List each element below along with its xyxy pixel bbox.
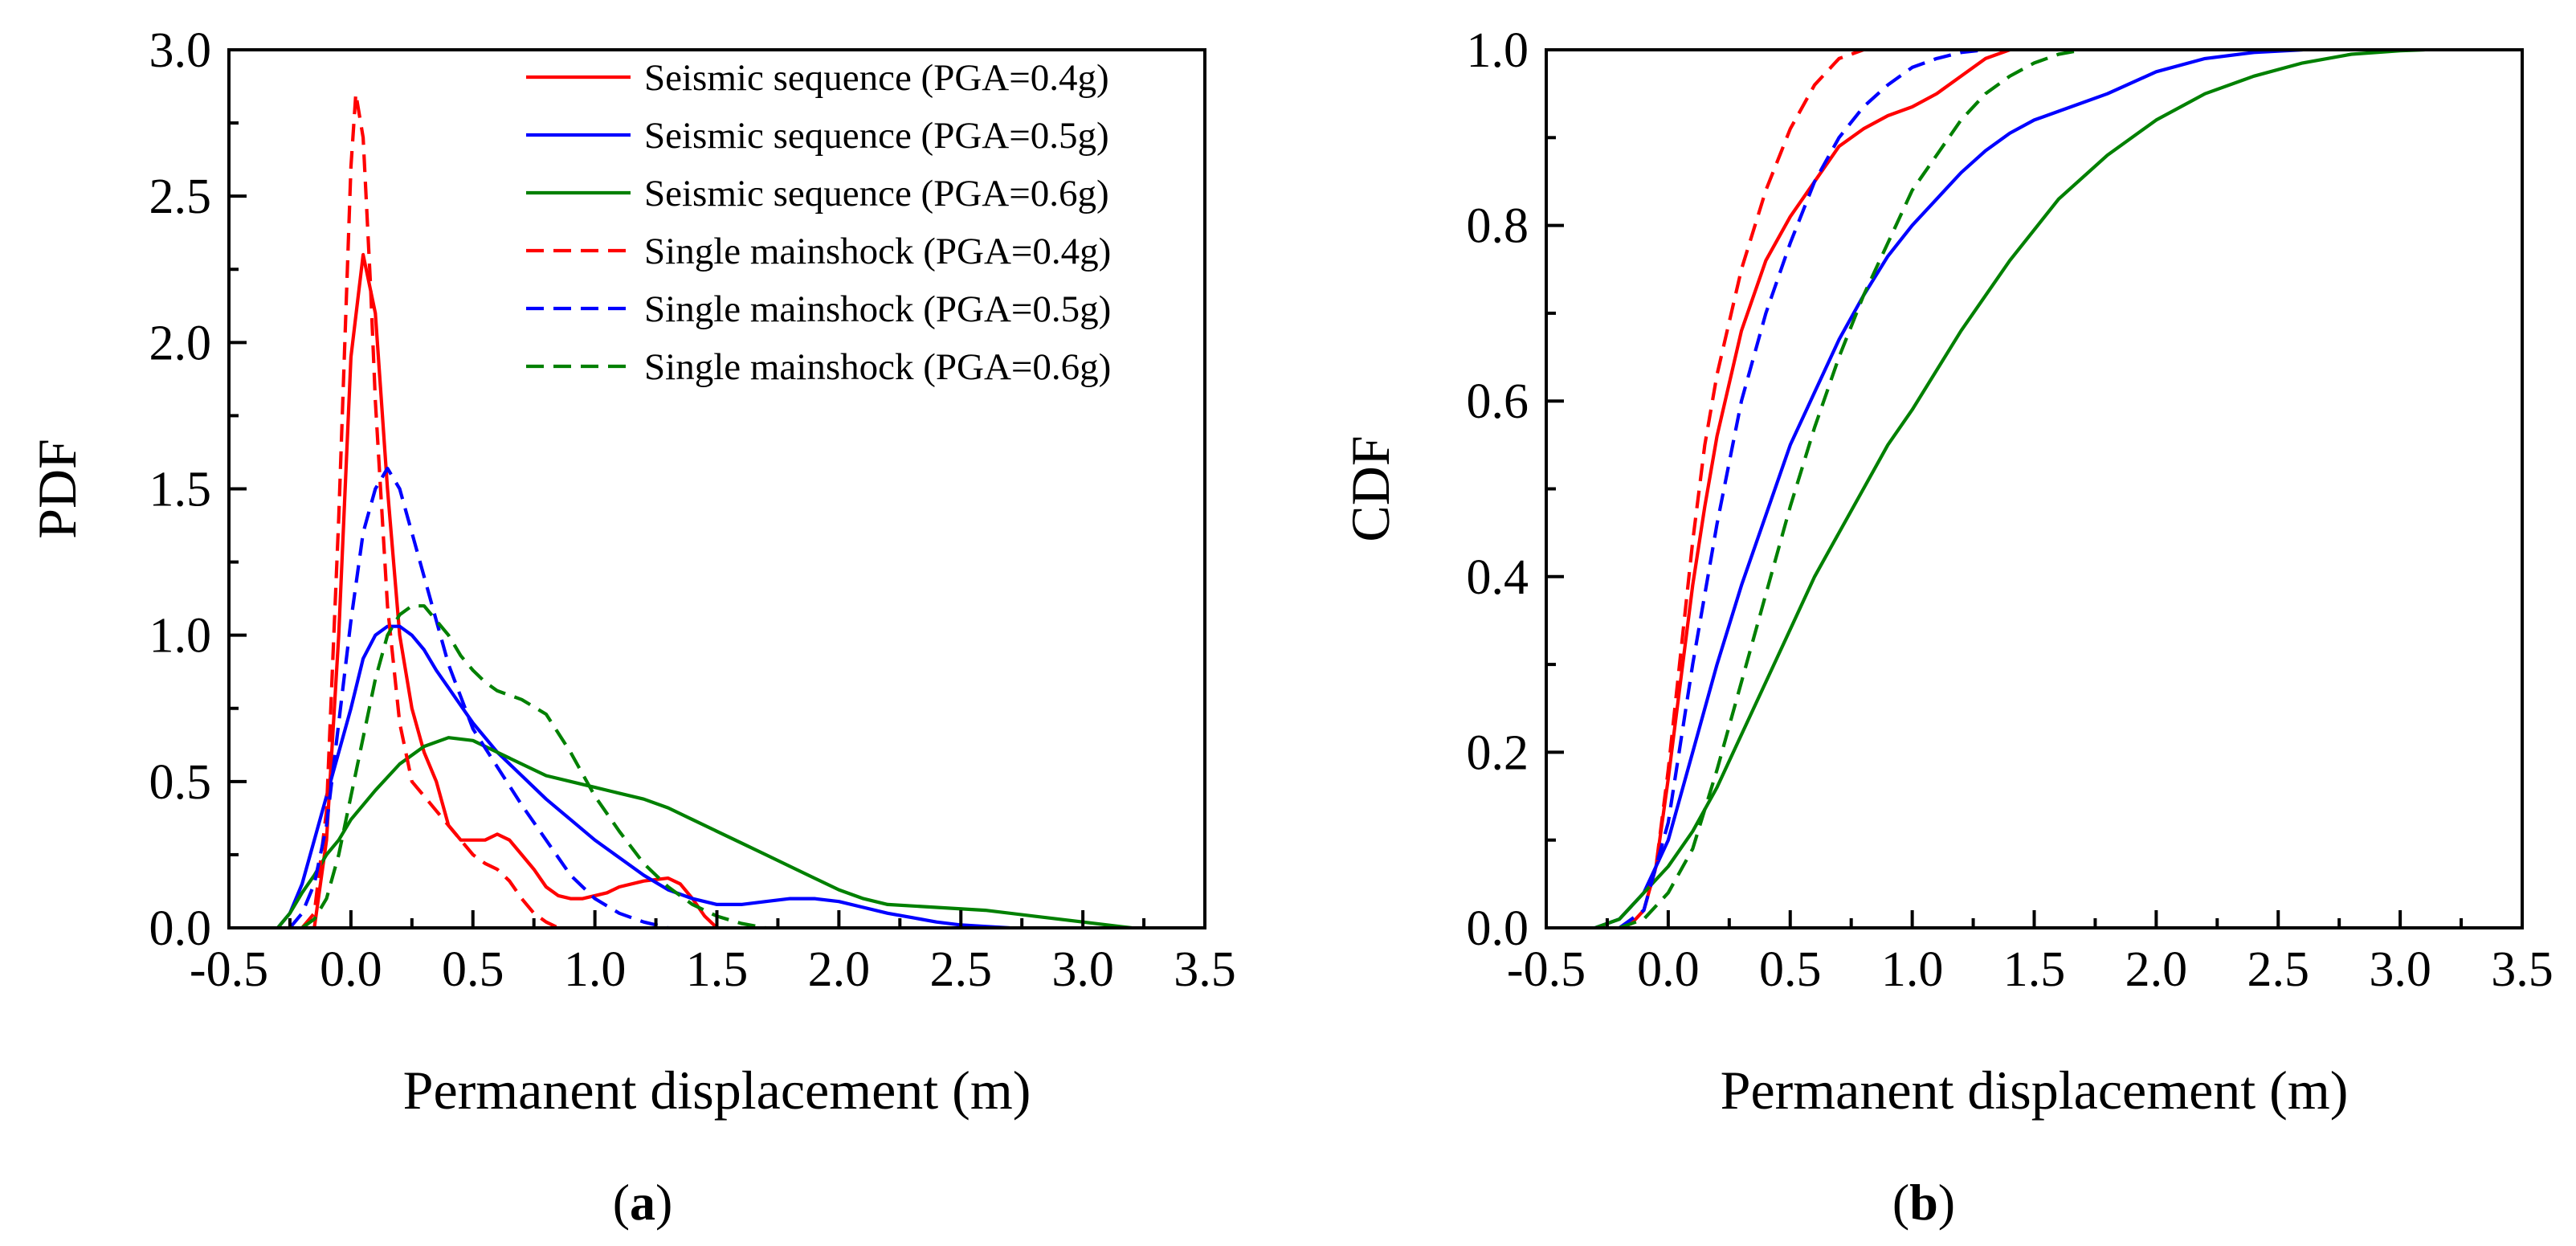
series-line-a-0	[302, 252, 718, 928]
x-tick-label: 1.0	[564, 942, 627, 997]
y-tick-label: 0.0	[1467, 901, 1529, 956]
y-axis-title: PDF	[27, 439, 88, 539]
y-tick-label: 0.4	[1467, 550, 1529, 605]
x-tick-label: 3.5	[1174, 942, 1236, 997]
x-tick-label: 2.0	[2125, 942, 2188, 997]
y-tick-label: 2.5	[149, 170, 212, 224]
series-line-b-1	[1594, 50, 2303, 928]
x-tick-label: 2.0	[808, 942, 871, 997]
y-tick-label: 3.0	[149, 23, 212, 78]
series-line-a-2	[276, 736, 1133, 928]
x-tick-label: -0.5	[1507, 942, 1586, 997]
y-tick-label: 1.0	[149, 609, 212, 664]
series-line-b-0	[1619, 50, 2011, 928]
legend-label: Seismic sequence (PGA=0.4g)	[644, 57, 1109, 99]
series-line-b-2	[1594, 50, 2425, 928]
x-axis-title: Permanent displacement (m)	[1721, 1060, 2349, 1121]
legend-label: Seismic sequence (PGA=0.5g)	[644, 115, 1109, 157]
y-tick-label: 0.2	[1467, 725, 1529, 780]
y-tick-label: 1.5	[149, 463, 212, 517]
x-tick-label: -0.5	[190, 942, 268, 997]
x-tick-label: 2.5	[930, 942, 993, 997]
legend: Seismic sequence (PGA=0.4g) Seismic seque…	[526, 57, 1111, 388]
x-tick-label: 3.5	[2491, 942, 2554, 997]
x-tick-label: 2.5	[2247, 942, 2310, 997]
series-group	[276, 92, 1133, 928]
x-tick-label: 3.0	[1051, 942, 1114, 997]
x-tick-label: 0.5	[1759, 942, 1822, 997]
x-tick-label: 1.5	[686, 942, 749, 997]
x-tick-label: 0.0	[320, 942, 382, 997]
plot-frame	[1545, 48, 2524, 929]
legend-label: Single mainshock (PGA=0.4g)	[644, 231, 1111, 272]
panel-a-letter: a	[630, 1174, 655, 1231]
legend-label: Seismic sequence (PGA=0.6g)	[644, 173, 1109, 214]
series-line-a-1	[276, 624, 1010, 928]
panel-b-caption: (b)	[1892, 1174, 1955, 1231]
x-axis-title: Permanent displacement (m)	[403, 1060, 1031, 1121]
pdf-chart: -0.5 0.0 0.5 1.0 1.5 2.0 2.5 3.0 3.50.00.51.01.5…	[27, 23, 1236, 1121]
y-tick-label: 0.6	[1467, 374, 1529, 429]
y-tick-label: 0.0	[149, 901, 212, 956]
cdf-chart: -0.5 0.0 0.5 1.0 1.5 2.0 2.5 3.0 3.50.00.20.40.6…	[1340, 23, 2554, 1121]
y-axis-title: CDF	[1340, 435, 1401, 541]
y-tick-label: 1.0	[1467, 23, 1529, 78]
series-group	[1594, 50, 2425, 928]
x-tick-label: 3.0	[2369, 942, 2431, 997]
y-tick-label: 2.0	[149, 316, 212, 370]
series-line-a-3	[300, 92, 560, 928]
series-line-b-4	[1618, 50, 1986, 928]
series-line-b-3	[1619, 50, 1864, 928]
x-tick-label: 1.5	[2003, 942, 2066, 997]
series-line-b-5	[1619, 50, 2084, 928]
series-line-a-5	[300, 604, 766, 928]
series-line-a-4	[288, 466, 669, 928]
x-tick-label: 0.0	[1637, 942, 1700, 997]
x-tick-label: 1.0	[1881, 942, 1944, 997]
panel-b-letter: b	[1909, 1174, 1938, 1231]
y-tick-label: 0.5	[149, 755, 212, 810]
x-tick-label: 0.5	[442, 942, 504, 997]
y-tick-label: 0.8	[1467, 199, 1529, 254]
panel-a-caption: (a)	[613, 1174, 673, 1231]
legend-label: Single mainshock (PGA=0.5g)	[644, 288, 1111, 330]
legend-label: Single mainshock (PGA=0.6g)	[644, 346, 1111, 388]
